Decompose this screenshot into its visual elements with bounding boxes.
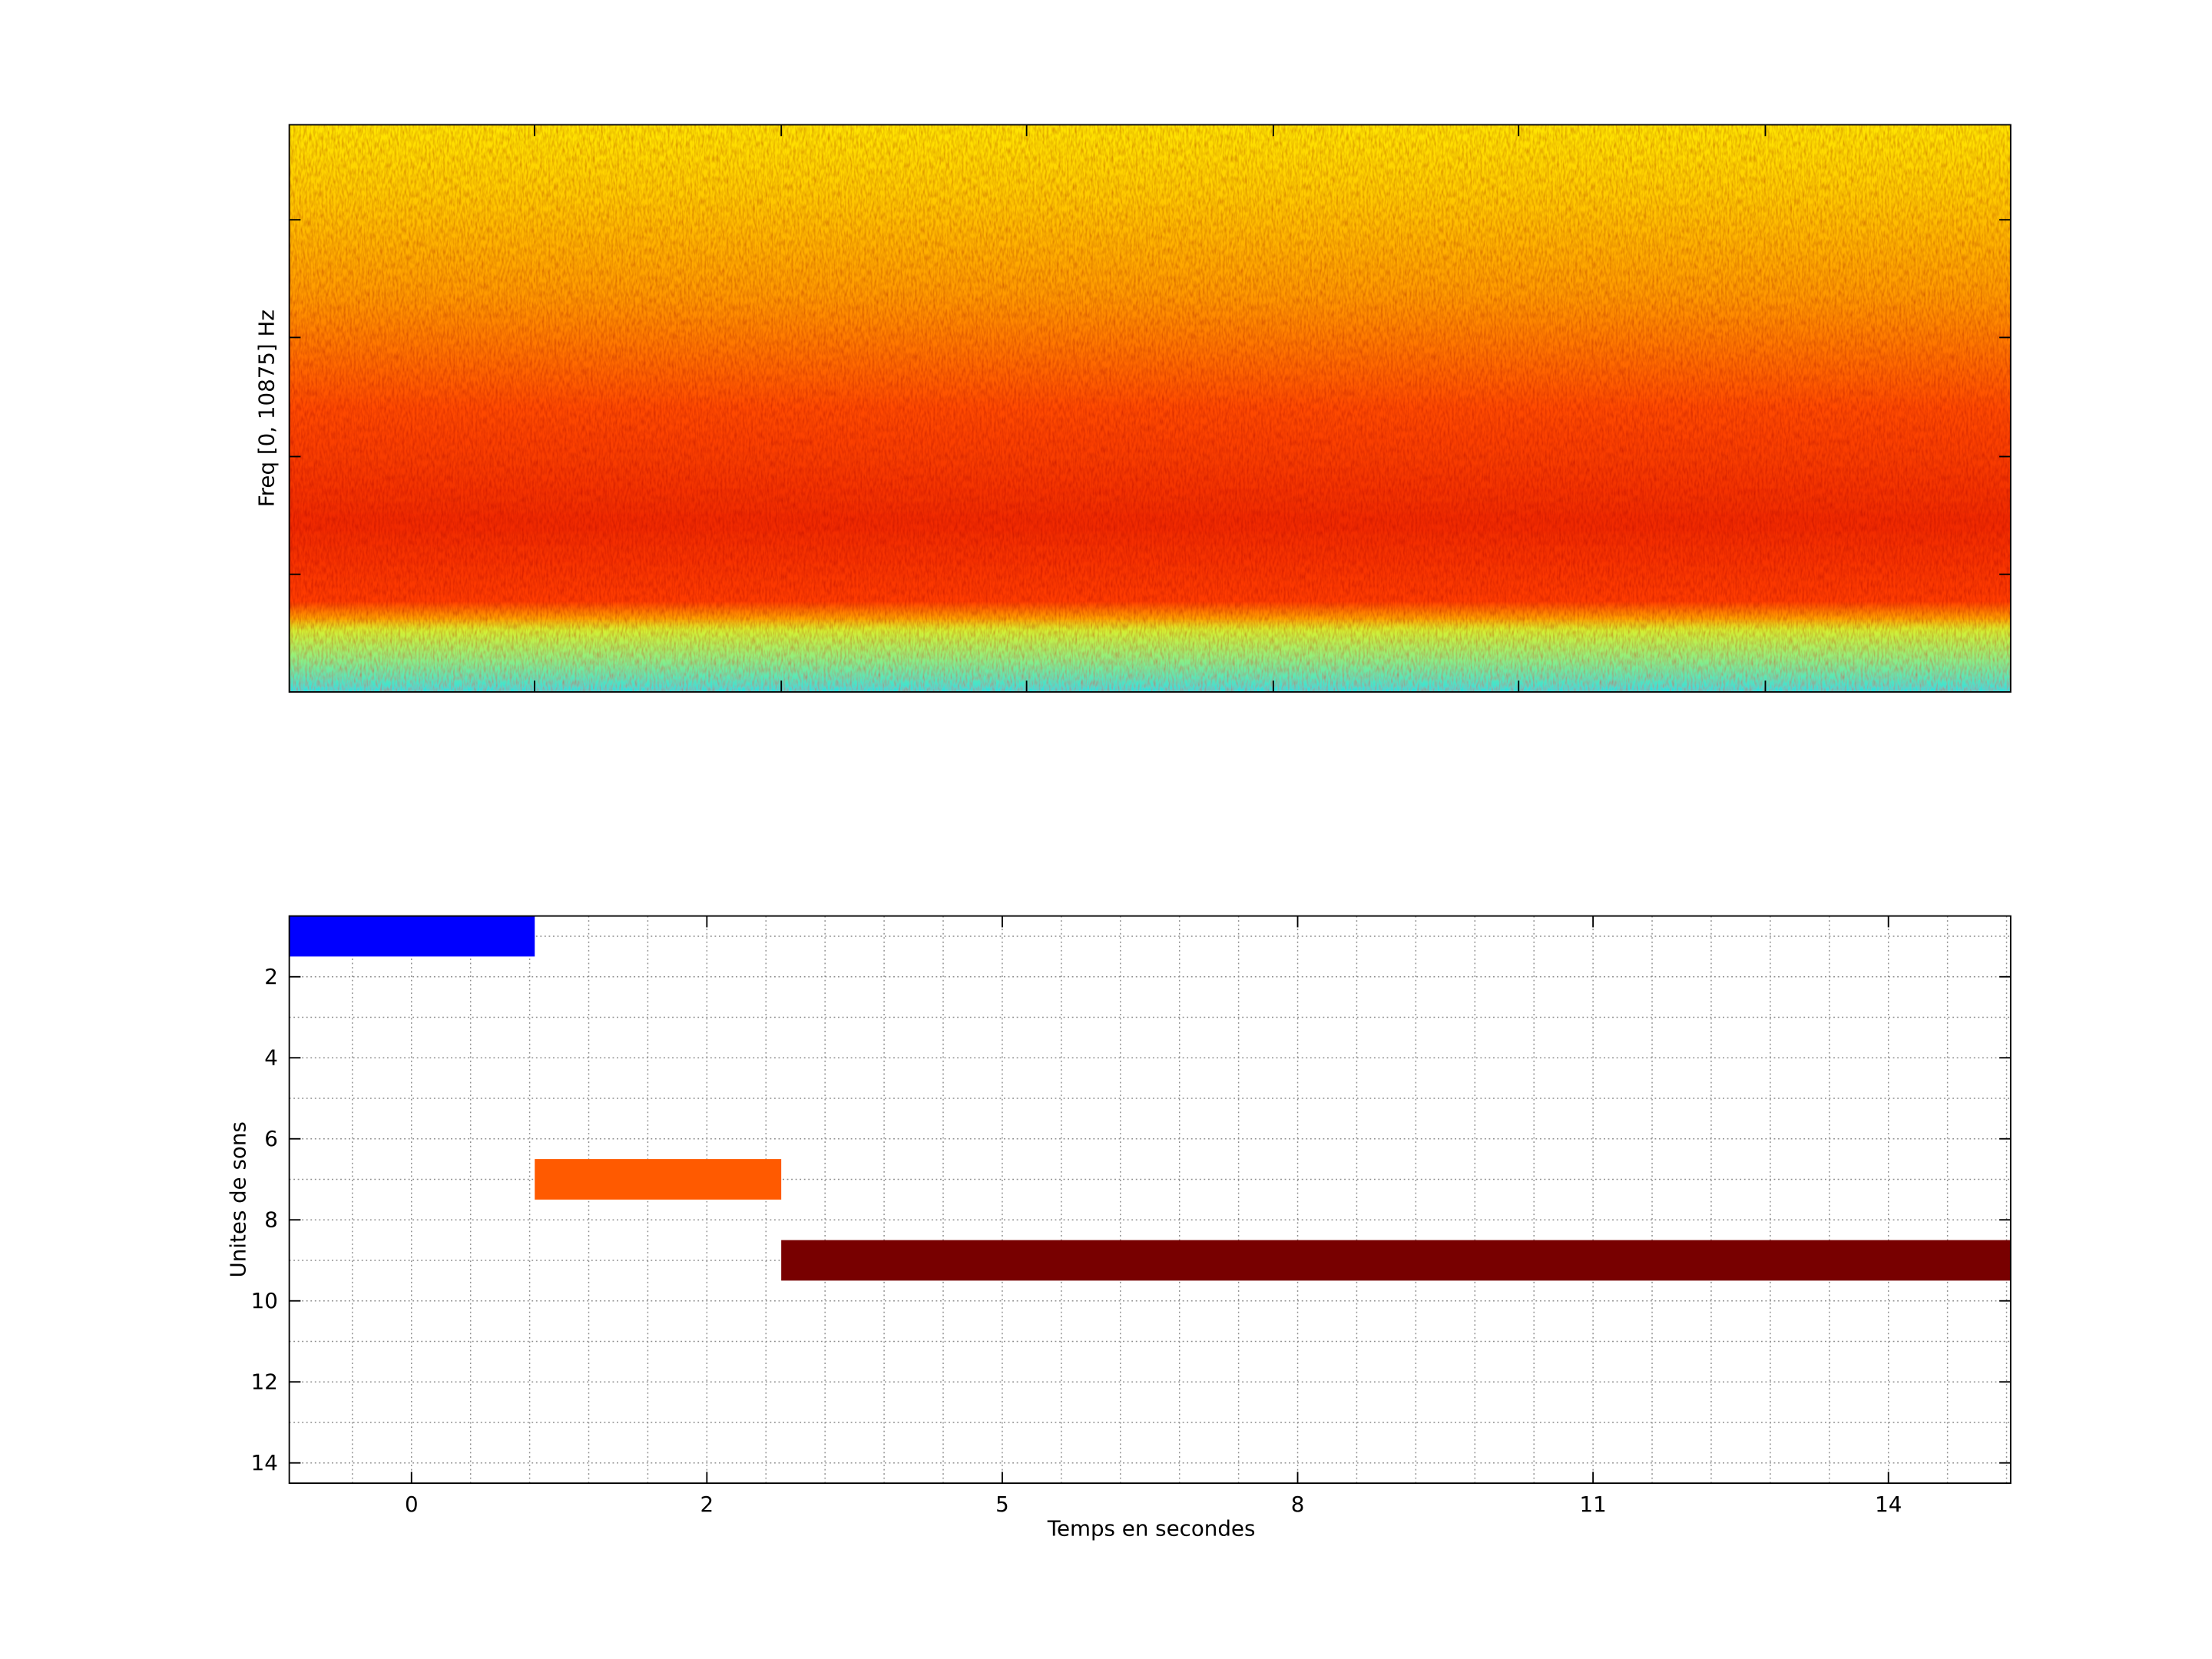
bar	[289, 916, 535, 957]
spectrogram-ticks	[289, 124, 2011, 692]
y-tick-label: 10	[251, 1288, 278, 1313]
y-tick-label: 8	[264, 1207, 278, 1232]
bar	[781, 1240, 2011, 1281]
x-tick-label: 5	[995, 1492, 1009, 1517]
y-tick-label: 12	[251, 1369, 278, 1394]
y-tick-label: 6	[264, 1126, 278, 1151]
x-tick-label: 2	[700, 1492, 714, 1517]
bar	[535, 1159, 782, 1200]
y-axis-label: Unites de sons	[225, 1121, 250, 1277]
spectrogram-y-label: Freq [0, 10875] Hz	[253, 310, 279, 507]
axes-frame	[288, 915, 2012, 1485]
y-tick-label: 4	[264, 1045, 278, 1070]
y-tick-label: 2	[264, 964, 278, 989]
x-tick-label: 0	[405, 1492, 419, 1517]
x-tick-label: 14	[1875, 1492, 1902, 1517]
x-tick-label: 11	[1579, 1492, 1606, 1517]
spectrogram-image	[289, 124, 2011, 692]
x-axis-label: Temps en secondes	[1047, 1515, 1256, 1541]
spectrogram-frame	[288, 124, 2012, 693]
y-tick-label: 14	[251, 1450, 278, 1475]
x-tick-label: 8	[1291, 1492, 1305, 1517]
gantt-panel: Temps en secondes Unites de sons 0 2 5 8 11 1…	[225, 915, 2012, 1541]
spectrogram-panel: Freq [0, 10875] Hz	[253, 124, 2012, 693]
